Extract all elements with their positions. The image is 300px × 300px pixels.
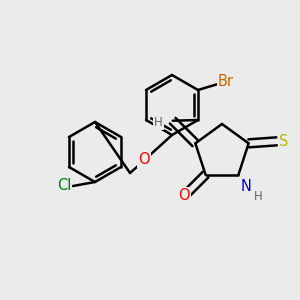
Text: N: N	[241, 179, 252, 194]
Text: O: O	[138, 152, 150, 166]
Text: Br: Br	[218, 74, 234, 89]
Text: H: H	[154, 116, 163, 129]
Text: Cl: Cl	[57, 178, 71, 194]
Text: S: S	[279, 134, 288, 149]
Text: H: H	[254, 190, 263, 203]
Text: O: O	[178, 188, 189, 203]
